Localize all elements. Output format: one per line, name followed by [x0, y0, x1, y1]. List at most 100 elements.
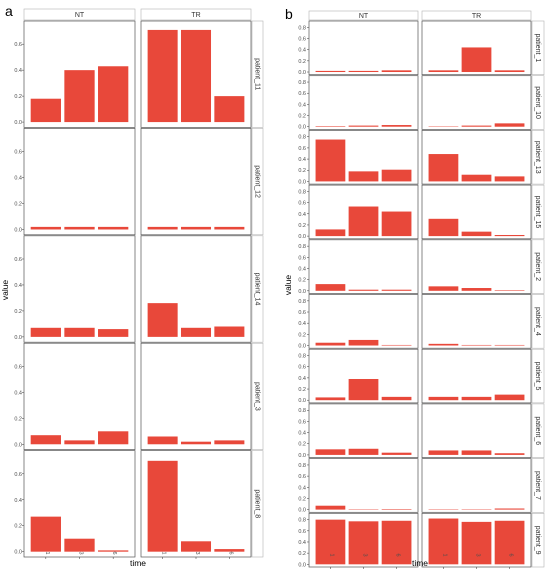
bar [98, 329, 129, 337]
y-tick-label: 0.2 [298, 59, 306, 65]
facet-strip-label: patient_1 [534, 33, 541, 62]
facet-strip-row [531, 75, 545, 130]
y-tick-label: 0.0 [14, 442, 22, 448]
y-tick-label: 0.8 [298, 463, 306, 469]
bar [428, 286, 459, 291]
y-tick-label: 0.6 [14, 257, 22, 263]
bar [98, 66, 129, 123]
x-tick-label: 6 [227, 551, 233, 554]
y-tick-label: 0.4 [298, 102, 306, 108]
facet-panel [421, 294, 532, 349]
y-tick-label: 0.6 [14, 364, 22, 370]
y-tick-label: 0.4 [14, 68, 22, 74]
y-tick-label: 0.6 [14, 472, 22, 478]
facet-panel [308, 20, 419, 76]
facet-strip-col [23, 8, 136, 21]
y-tick-label: 0.4 [298, 48, 306, 54]
y-tick-label: 0.0 [298, 125, 306, 131]
bar [30, 98, 61, 123]
bar [381, 125, 412, 127]
facet-strip-label: patient_10 [534, 86, 541, 119]
facet-strip-label: patient_3 [254, 382, 261, 411]
bar [180, 327, 212, 337]
facet-strip-label: patient_4 [534, 307, 541, 336]
bar [494, 123, 525, 127]
bar [348, 378, 379, 401]
bar [315, 126, 346, 127]
bar [381, 344, 412, 346]
y-tick-label: 0.2 [298, 114, 306, 120]
bar [348, 70, 379, 73]
bar [214, 549, 245, 552]
y-tick-label: 0.6 [298, 419, 306, 425]
y-tick-label: 0.0 [14, 227, 22, 233]
bar [381, 289, 412, 291]
bar [461, 344, 492, 346]
bar [494, 176, 525, 182]
y-tick-label: 0.0 [298, 179, 306, 185]
y-tick-label: 0.4 [298, 376, 306, 382]
y-tick-label: 0.6 [298, 529, 306, 535]
bar [64, 440, 95, 445]
bar [315, 397, 346, 401]
bar [315, 505, 346, 510]
facet-strip-col [421, 10, 532, 21]
facet-strip-label: NT [359, 13, 369, 20]
bar [348, 521, 379, 565]
facet-strip-label: patient_15 [534, 196, 541, 229]
facet-strip-row [251, 235, 264, 343]
bar [315, 284, 346, 291]
bar [428, 343, 459, 346]
y-tick-label: 0.8 [298, 299, 306, 305]
x-tick-label: 3 [194, 551, 200, 554]
bar [315, 342, 346, 346]
bar [147, 226, 178, 230]
y-tick-label: 0.8 [298, 25, 306, 31]
facet-strip-label: TR [472, 13, 481, 20]
y-tick-label: 0.0 [298, 508, 306, 514]
bar [494, 453, 525, 455]
facet-strip-label: patient_5 [534, 362, 541, 391]
y-tick-label: 0.8 [298, 354, 306, 360]
facet-strip-label: NT [75, 12, 85, 19]
y-tick-label: 0.4 [298, 485, 306, 491]
panel-label: b [285, 6, 293, 22]
facet-panel [308, 458, 419, 513]
facet-strip-row [531, 294, 545, 349]
y-tick-label: 0.6 [298, 201, 306, 207]
y-tick-label: 0.6 [14, 150, 22, 156]
y-tick-label: 0.2 [14, 524, 22, 530]
facet-strip-label: patient_14 [254, 273, 261, 306]
y-tick-label: 0.8 [298, 135, 306, 141]
facet-panel [140, 342, 252, 450]
bar [180, 441, 212, 445]
y-tick-label: 0.0 [298, 234, 306, 240]
bar [461, 231, 492, 237]
y-tick-label: 0.4 [298, 540, 306, 546]
bar [461, 396, 492, 401]
facet-strip-label: patient_7 [534, 471, 541, 500]
bar [30, 226, 61, 230]
x-axis-title: time [412, 558, 428, 568]
bar [428, 518, 459, 565]
facet-strip-col [308, 10, 419, 21]
y-tick-label: 0.6 [14, 42, 22, 48]
x-tick-label: 1 [441, 553, 447, 556]
bar [315, 70, 346, 73]
bar [348, 448, 379, 455]
bar [64, 226, 95, 230]
bar [64, 70, 95, 123]
facet-panel [308, 403, 419, 458]
bar [461, 47, 492, 73]
facet-strip-row [251, 128, 264, 236]
facet-strip-label: patient_9 [534, 526, 541, 555]
bar [214, 226, 245, 230]
bar [30, 435, 61, 445]
facet-panel [308, 294, 419, 349]
bar [214, 96, 245, 123]
bar [494, 70, 525, 73]
bar [214, 440, 245, 445]
bar [348, 206, 379, 237]
bar [98, 226, 129, 230]
